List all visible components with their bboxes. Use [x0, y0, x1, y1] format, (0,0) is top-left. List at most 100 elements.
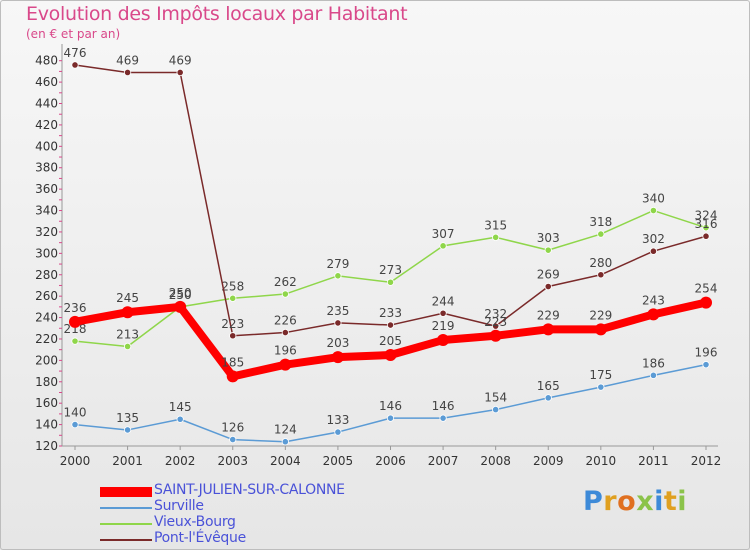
legend-label: Surville [154, 498, 204, 514]
x-tick-label: 2003 [217, 454, 248, 468]
data-point-pont-l-eveque [123, 68, 132, 77]
logo-letter: P [583, 486, 604, 517]
data-label-saint-julien-sur-calonne: 196 [274, 344, 297, 358]
legend-swatch [100, 487, 152, 497]
data-point-pont-l-eveque [544, 282, 552, 291]
y-tick-label: 200 [35, 353, 58, 367]
data-point-vieux-bourg [386, 278, 395, 286]
data-point-saint-julien-sur-calonne [69, 315, 81, 328]
data-point-vieux-bourg [281, 290, 289, 298]
legend-label: Pont-l'Évêque [154, 530, 246, 546]
x-tick-label: 2004 [270, 454, 301, 468]
data-label-surville: 126 [221, 421, 244, 435]
data-label-surville: 165 [537, 379, 560, 393]
data-label-vieux-bourg: 340 [642, 192, 665, 206]
y-tick-label: 380 [35, 161, 58, 175]
data-label-pont-l-eveque: 280 [589, 256, 612, 270]
legend-label: SAINT-JULIEN-SUR-CALONNE [154, 482, 345, 498]
data-point-saint-julien-sur-calonne [647, 308, 660, 321]
data-label-surville: 146 [379, 399, 402, 413]
data-point-surville [229, 435, 237, 444]
data-point-surville [597, 383, 605, 391]
y-tick-label: 260 [35, 289, 58, 303]
data-label-pont-l-eveque: 233 [379, 306, 402, 320]
x-tick-label: 2008 [480, 454, 511, 468]
x-tick-label: 2006 [375, 454, 406, 468]
data-label-pont-l-eveque: 302 [642, 232, 665, 246]
legend-swatch [100, 507, 152, 509]
data-point-surville [386, 414, 395, 422]
data-label-saint-julien-sur-calonne: 223 [484, 315, 507, 329]
data-label-pont-l-eveque: 469 [169, 53, 192, 67]
data-label-surville: 146 [432, 399, 455, 413]
data-point-vieux-bourg [334, 272, 342, 280]
data-point-surville [71, 420, 79, 429]
data-label-pont-l-eveque: 469 [116, 53, 139, 67]
data-point-saint-julien-sur-calonne [437, 334, 450, 347]
data-point-vieux-bourg [544, 246, 552, 254]
x-tick-label: 2009 [533, 454, 564, 468]
y-tick-label: 280 [35, 268, 58, 282]
data-point-saint-julien-sur-calonne [594, 323, 607, 336]
y-tick-label: 360 [35, 182, 58, 196]
y-tick-label: 440 [35, 97, 58, 111]
data-point-saint-julien-sur-calonne [700, 296, 712, 309]
data-point-pont-l-eveque [386, 321, 395, 329]
y-tick-label: 320 [35, 225, 58, 239]
data-label-pont-l-eveque: 316 [695, 217, 718, 231]
data-point-surville [123, 426, 132, 434]
data-label-surville: 186 [642, 356, 665, 370]
logo-letter: t [663, 486, 678, 517]
data-point-surville [544, 394, 552, 402]
data-label-surville: 124 [274, 423, 297, 437]
data-point-surville [176, 415, 184, 423]
data-point-pont-l-eveque [334, 319, 342, 327]
y-tick-label: 240 [35, 311, 58, 325]
data-label-saint-julien-sur-calonne: 185 [221, 355, 244, 369]
data-label-vieux-bourg: 279 [326, 257, 349, 271]
data-label-saint-julien-sur-calonne: 229 [537, 308, 560, 322]
data-point-saint-julien-sur-calonne [121, 306, 134, 319]
data-point-saint-julien-sur-calonne [226, 370, 239, 383]
data-point-vieux-bourg [123, 342, 132, 351]
y-tick-label: 400 [35, 139, 58, 153]
logo-letter: i [677, 486, 688, 517]
data-point-surville [281, 438, 289, 446]
data-point-vieux-bourg [71, 337, 79, 345]
data-label-pont-l-eveque: 223 [221, 317, 244, 331]
data-point-saint-julien-sur-calonne [331, 351, 344, 364]
x-tick-label: 2010 [586, 454, 617, 468]
y-tick-label: 180 [35, 375, 58, 389]
data-label-pont-l-eveque: 476 [64, 46, 87, 60]
data-point-vieux-bourg [702, 224, 710, 232]
data-label-surville: 145 [169, 400, 192, 414]
logo-letter: x [636, 486, 655, 517]
logo-letter: i [654, 486, 664, 517]
y-tick-label: 140 [35, 418, 58, 432]
data-label-surville: 133 [326, 413, 349, 427]
data-point-vieux-bourg [597, 230, 605, 238]
data-label-pont-l-eveque: 244 [432, 294, 455, 308]
data-point-saint-julien-sur-calonne [279, 358, 292, 371]
data-label-pont-l-eveque: 269 [537, 268, 560, 282]
data-point-surville [649, 371, 658, 379]
data-point-saint-julien-sur-calonne [384, 349, 397, 362]
data-point-surville [702, 361, 710, 369]
data-label-vieux-bourg: 318 [589, 215, 612, 229]
data-label-pont-l-eveque: 232 [484, 307, 507, 321]
data-label-vieux-bourg: 262 [274, 275, 297, 289]
x-tick-label: 2000 [60, 454, 91, 468]
data-point-surville [439, 414, 447, 422]
data-label-saint-julien-sur-calonne: 245 [116, 291, 139, 305]
x-tick-label: 2007 [428, 454, 459, 468]
data-label-surville: 175 [589, 368, 612, 382]
data-label-vieux-bourg: 315 [484, 218, 507, 232]
logo-letter: r [603, 486, 618, 517]
data-label-pont-l-eveque: 226 [274, 314, 297, 328]
y-tick-label: 120 [35, 439, 58, 453]
proxiti-logo: Proxiti [583, 486, 687, 517]
data-point-saint-julien-sur-calonne [174, 300, 187, 313]
data-point-pont-l-eveque [597, 271, 605, 279]
data-label-vieux-bourg: 273 [379, 263, 402, 277]
